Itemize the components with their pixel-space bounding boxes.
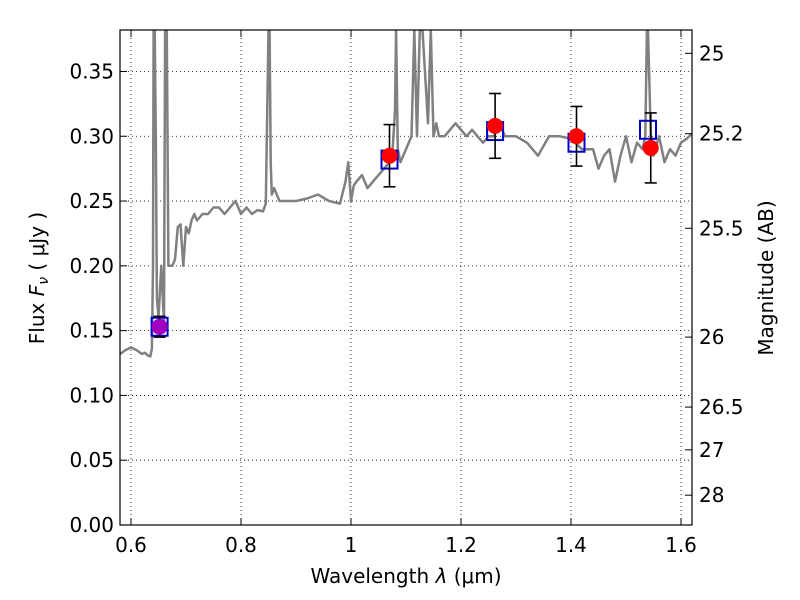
y-tick-label: 0.30 (69, 124, 114, 148)
y2-tick-label: 25.5 (699, 216, 744, 240)
spectrum-series (120, 30, 692, 358)
y-tick-label: 0.05 (69, 448, 114, 472)
y-tick-label: 0.15 (69, 319, 114, 343)
y-tick-label: 0.20 (69, 254, 114, 278)
y2-tick-label: 27 (699, 438, 724, 462)
observed-photometry-point (151, 318, 168, 335)
plot-frame (119, 29, 693, 526)
y-axis-label: Flux Fν ( μJy ) (25, 212, 53, 344)
observed-photometry-point (568, 128, 585, 145)
y2-tick-label: 26 (699, 325, 724, 349)
x-tick-label: 1 (345, 533, 358, 557)
photometry-points (150, 92, 659, 338)
y2-tick-label: 26.5 (699, 395, 744, 419)
y-tick-label: 0.10 (69, 383, 114, 407)
model-photometry-box (639, 119, 657, 140)
observed-photometry-point (642, 139, 659, 156)
x-tick-label: 1.6 (665, 533, 697, 557)
x-tick-label: 1.2 (445, 533, 477, 557)
x-tick-label: 0.8 (225, 533, 257, 557)
observed-photometry-point (487, 117, 504, 134)
y-tick-label: 0.35 (69, 59, 114, 83)
spectrum-line (120, 30, 692, 358)
y-tick-label: 0.00 (69, 513, 114, 537)
x-axis-label: Wavelength λ (μm) (310, 564, 501, 588)
y2-axis-label: Magnitude (AB) (754, 200, 778, 355)
y2-tick-label: 25 (699, 41, 724, 65)
x-tick-label: 0.6 (115, 533, 147, 557)
x-tick-label: 1.4 (555, 533, 587, 557)
y2-tick-label: 28 (699, 483, 724, 507)
axis-ticks: 0.6 0.8 1 1.2 1.4 1.6 0.00 0.05 0.10 0.15 0.20 0.25… (69, 30, 744, 557)
y-tick-label: 0.25 (69, 189, 114, 213)
grid (120, 30, 692, 526)
observed-photometry-point (381, 147, 398, 164)
y2-tick-label: 25.2 (699, 122, 744, 146)
